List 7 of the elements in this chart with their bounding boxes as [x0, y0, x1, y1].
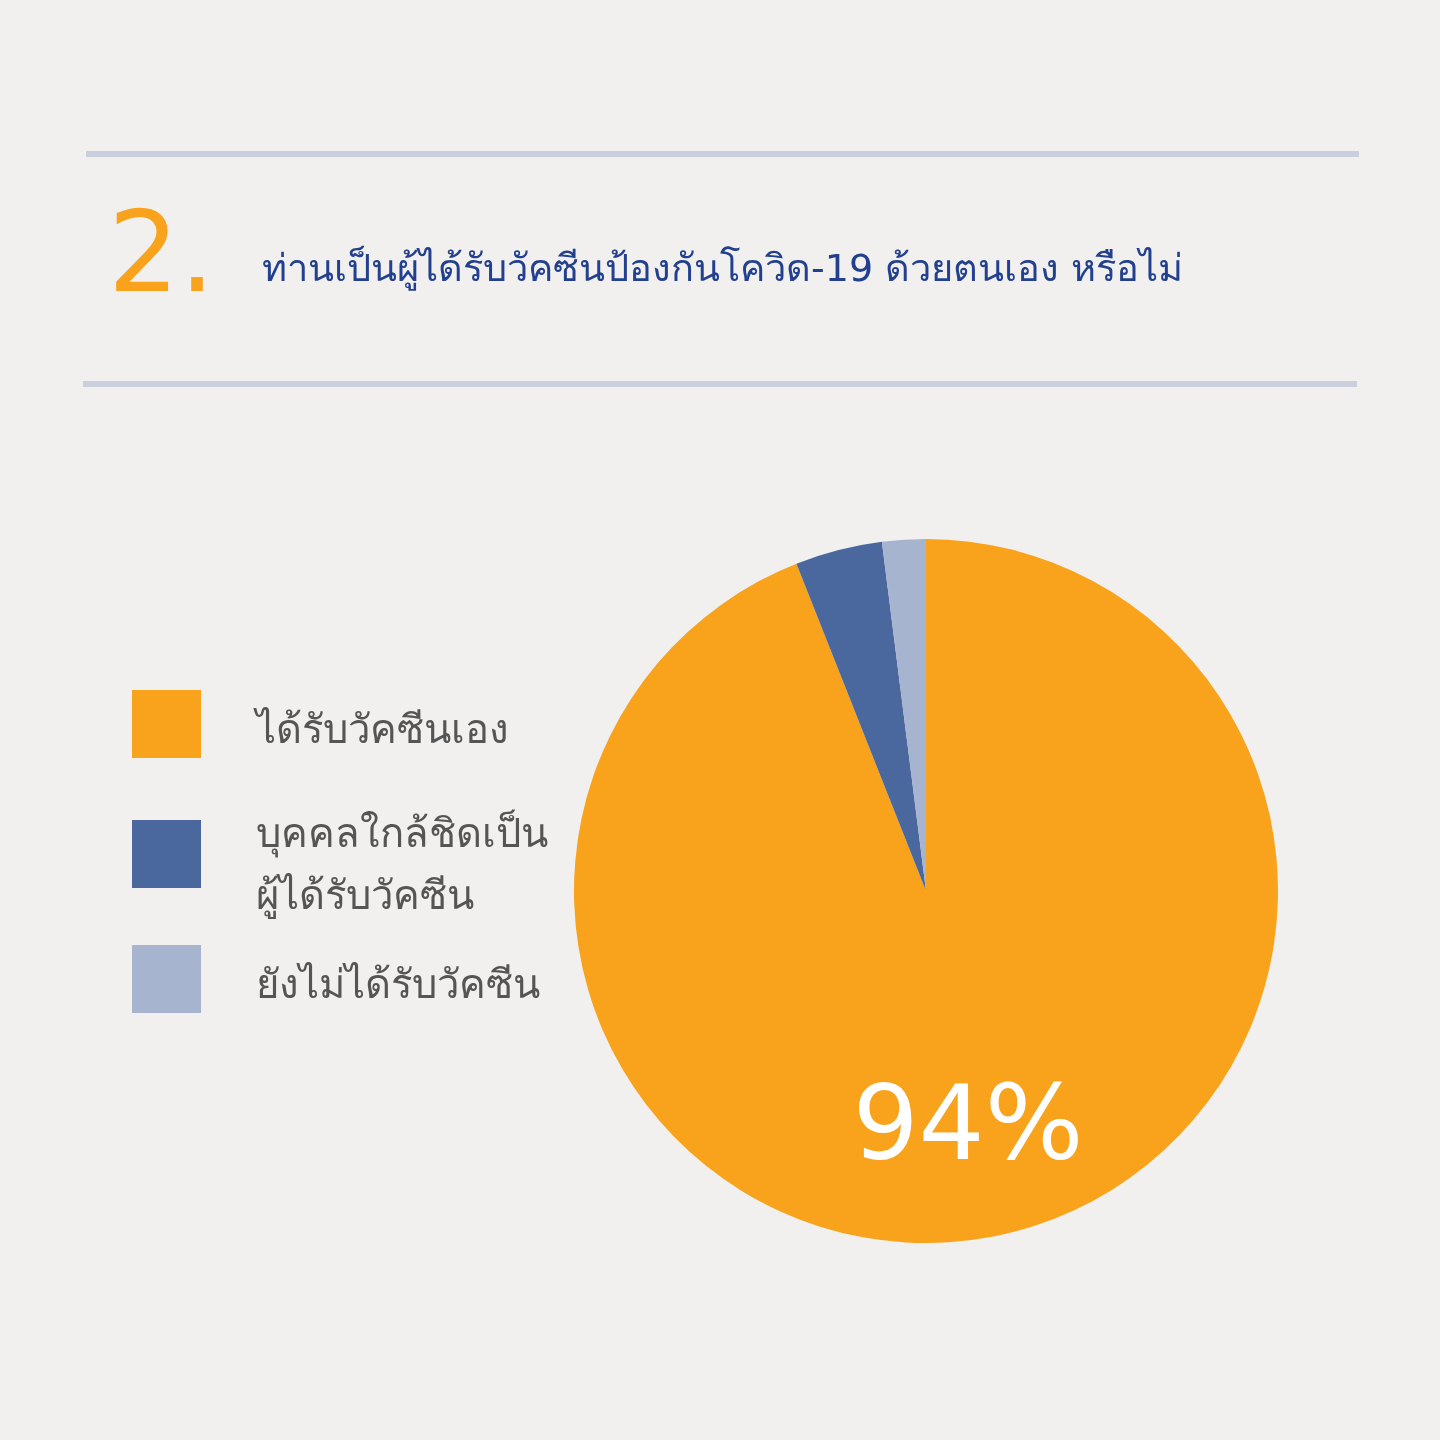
pie-slice: [796, 541, 926, 891]
legend-label: บุคคลใกล้ชิดเป็นผู้ได้รับวัคซีน: [256, 808, 549, 921]
pie-slice: [574, 539, 1278, 1243]
legend-label: ยังไม่ได้รับวัคซีน: [256, 960, 541, 1009]
data-label: 94%: [852, 1062, 1084, 1184]
chart-title: ท่านเป็นผู้ได้รับวัคซีนป้องกันโควิด-19 ด้วยตนเอง หรือไม่: [262, 246, 1184, 292]
text: 2.: [108, 187, 215, 317]
